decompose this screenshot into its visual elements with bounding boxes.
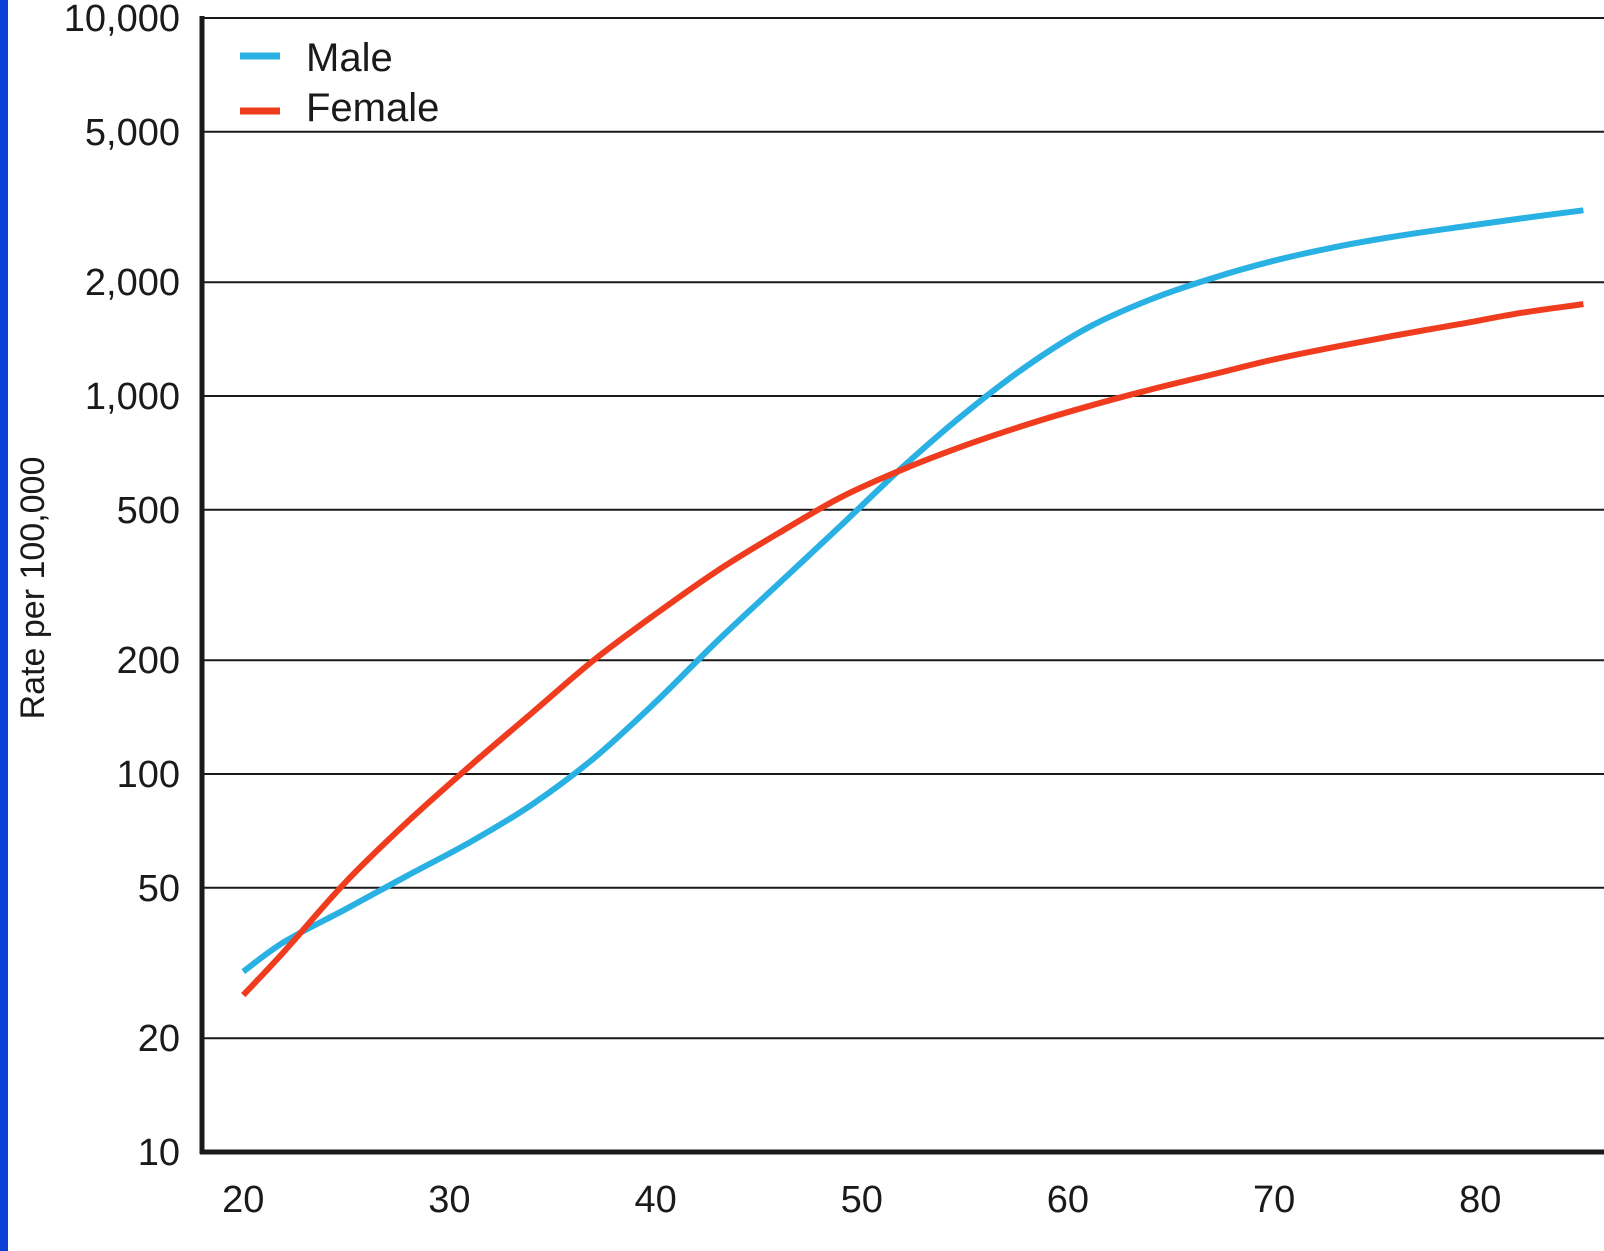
x-tick-labels: 20 30 40 50 60 70 80 bbox=[222, 1179, 1501, 1221]
y-tick-label: 5,000 bbox=[85, 112, 180, 154]
series-lines bbox=[241, 207, 1584, 998]
x-tick-label: 20 bbox=[222, 1179, 264, 1221]
x-tick-label: 60 bbox=[1047, 1179, 1089, 1221]
y-tick-label: 50 bbox=[138, 868, 180, 910]
y-tick-label: 1,000 bbox=[85, 376, 180, 418]
y-tick-label: 10,000 bbox=[64, 0, 180, 40]
legend: Male Female bbox=[240, 36, 439, 130]
gridlines bbox=[202, 17, 1604, 1040]
x-tick-label: 70 bbox=[1253, 1179, 1295, 1221]
legend-label-female: Female bbox=[306, 86, 439, 130]
y-tick-label: 20 bbox=[138, 1018, 180, 1060]
y-tick-label: 100 bbox=[117, 754, 180, 796]
y-tick-label: 2,000 bbox=[85, 262, 180, 304]
series-line-male bbox=[241, 207, 1584, 975]
series-line-female bbox=[241, 301, 1584, 998]
y-tick-label: 200 bbox=[117, 640, 180, 682]
axes bbox=[199, 16, 1604, 1155]
x-tick-label: 50 bbox=[841, 1179, 883, 1221]
y-tick-label: 500 bbox=[117, 490, 180, 532]
x-tick-label: 40 bbox=[634, 1179, 676, 1221]
x-tick-label: 80 bbox=[1459, 1179, 1501, 1221]
x-tick-label: 30 bbox=[428, 1179, 470, 1221]
y-axis-label: Rate per 100,000 bbox=[14, 457, 52, 720]
legend-label-male: Male bbox=[306, 36, 393, 80]
y-tick-labels: 10 20 50 100 200 500 1,000 2,000 5,000 10,000 bbox=[64, 0, 180, 1174]
left-border-stripe bbox=[0, 0, 8, 1251]
y-tick-label: 10 bbox=[138, 1132, 180, 1174]
